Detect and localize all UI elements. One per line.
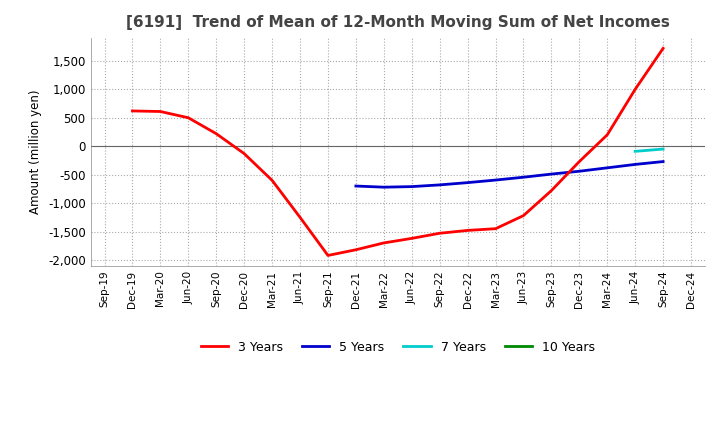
5 Years [575,169,584,174]
3 Years [603,132,611,137]
3 Years [351,247,360,253]
Line: 3 Years: 3 Years [132,48,663,256]
3 Years [491,226,500,231]
Legend: 3 Years, 5 Years, 7 Years, 10 Years: 3 Years, 5 Years, 7 Years, 10 Years [196,336,600,359]
5 Years [463,180,472,185]
3 Years [436,231,444,236]
5 Years [491,177,500,183]
3 Years [575,159,584,164]
5 Years [603,165,611,170]
5 Years [547,172,556,177]
5 Years [436,182,444,187]
7 Years [631,149,639,154]
5 Years [408,184,416,189]
Line: 7 Years: 7 Years [635,149,663,151]
3 Years [519,213,528,218]
Y-axis label: Amount (million yen): Amount (million yen) [30,90,42,214]
3 Years [379,240,388,246]
3 Years [156,109,165,114]
5 Years [351,183,360,189]
3 Years [659,46,667,51]
3 Years [212,131,220,136]
3 Years [324,253,333,258]
3 Years [128,108,137,114]
3 Years [268,178,276,183]
3 Years [547,188,556,193]
3 Years [408,236,416,241]
Line: 5 Years: 5 Years [356,161,663,187]
7 Years [659,147,667,152]
3 Years [463,228,472,233]
5 Years [659,159,667,164]
3 Years [296,215,305,220]
Title: [6191]  Trend of Mean of 12-Month Moving Sum of Net Incomes: [6191] Trend of Mean of 12-Month Moving … [126,15,670,30]
3 Years [240,151,248,156]
5 Years [519,175,528,180]
5 Years [379,184,388,190]
3 Years [631,87,639,92]
3 Years [184,115,193,121]
5 Years [631,162,639,167]
